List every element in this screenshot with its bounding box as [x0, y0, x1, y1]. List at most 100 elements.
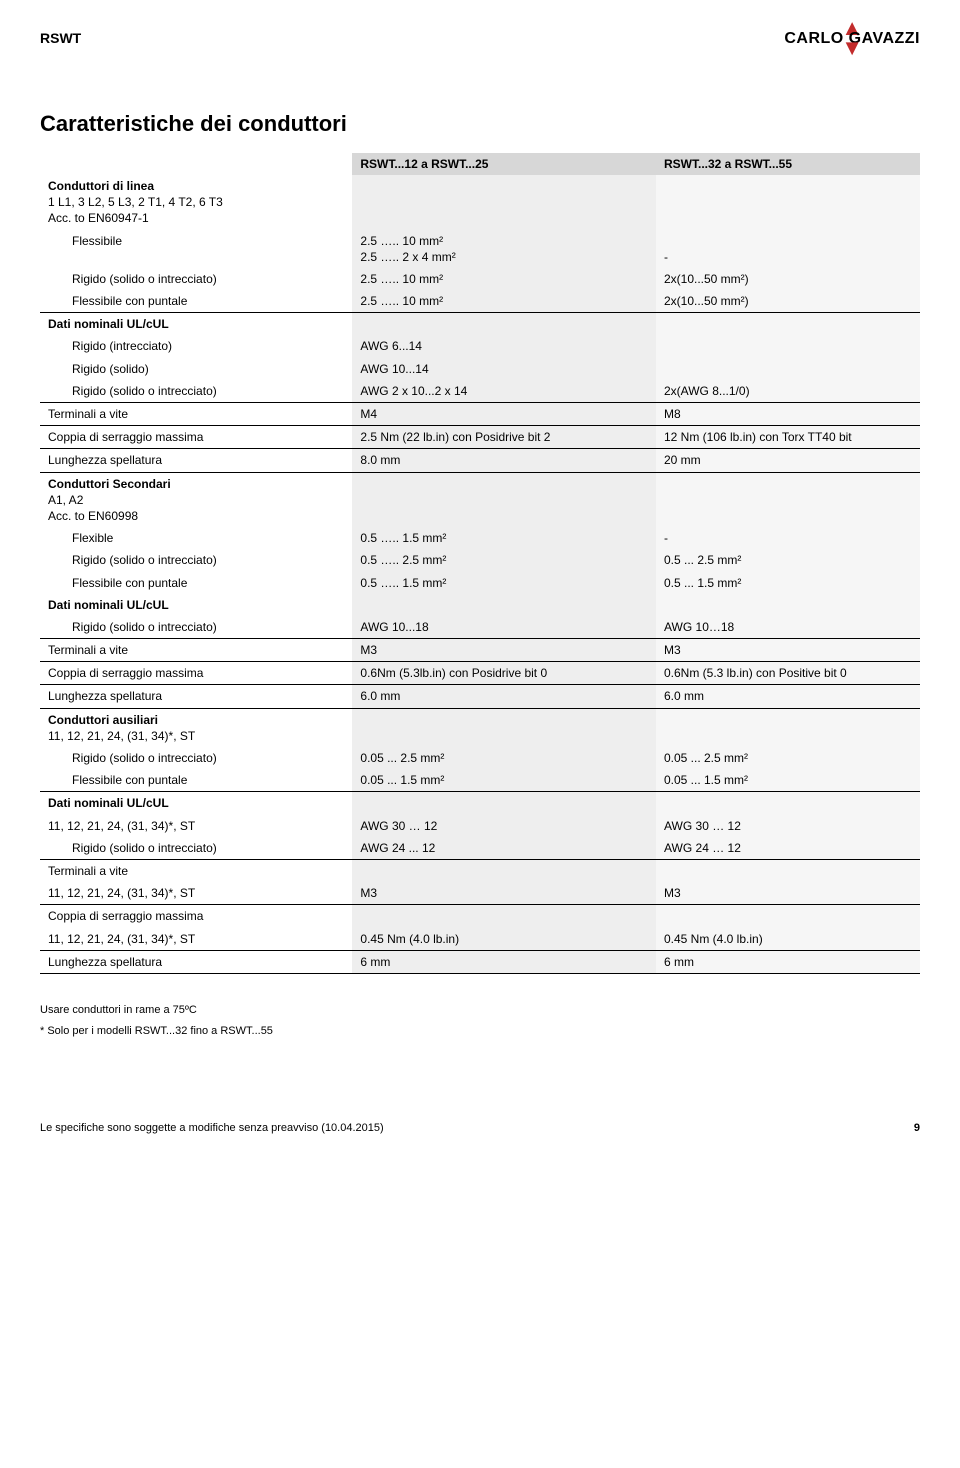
- cell-col-a: [352, 859, 656, 882]
- row-label: Dati nominali UL/cUL: [40, 594, 352, 616]
- cell-col-b: [656, 905, 920, 928]
- cell-col-b: 6.0 mm: [656, 685, 920, 708]
- row-label: Terminali a vite: [40, 639, 352, 662]
- table-row: Coppia di serraggio massima0.6Nm (5.3lb.…: [40, 662, 920, 685]
- section-title: Caratteristiche dei conduttori: [40, 111, 920, 137]
- cell-col-a: 0.5 ….. 1.5 mm²: [352, 572, 656, 594]
- cell-col-a: [352, 594, 656, 616]
- cell-col-a: M3: [352, 882, 656, 905]
- table-row: Coppia di serraggio massima2.5 Nm (22 lb…: [40, 426, 920, 449]
- cell-col-a: 6 mm: [352, 950, 656, 973]
- table-row: Flessibile con puntale0.05 ... 1.5 mm²0.…: [40, 769, 920, 792]
- cell-col-b: [656, 792, 920, 815]
- cell-col-b: M3: [656, 882, 920, 905]
- footnote: * Solo per i modelli RSWT...32 fino a RS…: [40, 1021, 920, 1042]
- row-label: Rigido (solido o intrecciato): [40, 268, 352, 290]
- cell-col-b: 0.5 ... 1.5 mm²: [656, 572, 920, 594]
- table-row: 11, 12, 21, 24, (31, 34)*, STM3M3: [40, 882, 920, 905]
- table-row: Lunghezza spellatura6.0 mm6.0 mm: [40, 685, 920, 708]
- spec-table: RSWT...12 a RSWT...25 RSWT...32 a RSWT..…: [40, 153, 920, 974]
- row-label: Rigido (solido o intrecciato): [40, 549, 352, 571]
- table-row: Flessibile con puntale0.5 ….. 1.5 mm²0.5…: [40, 572, 920, 594]
- row-label: Rigido (solido): [40, 358, 352, 380]
- row-label: Lunghezza spellatura: [40, 449, 352, 472]
- table-row: Conduttori ausiliari11, 12, 21, 24, (31,…: [40, 708, 920, 747]
- table-row: Lunghezza spellatura8.0 mm20 mm: [40, 449, 920, 472]
- table-row: 11, 12, 21, 24, (31, 34)*, STAWG 30 … 12…: [40, 815, 920, 837]
- cell-col-b: [656, 335, 920, 357]
- table-header-col-a: RSWT...12 a RSWT...25: [352, 153, 656, 175]
- table-row: Dati nominali UL/cUL: [40, 594, 920, 616]
- row-label: Conduttori SecondariA1, A2Acc. to EN6099…: [40, 472, 352, 527]
- table-row: Rigido (solido o intrecciato)AWG 2 x 10.…: [40, 380, 920, 403]
- cell-col-a: [352, 905, 656, 928]
- cell-col-a: AWG 24 ... 12: [352, 837, 656, 860]
- table-row: Rigido (solido o intrecciato)0.05 ... 2.…: [40, 747, 920, 769]
- cell-col-b: 0.05 ... 1.5 mm²: [656, 769, 920, 792]
- page-footer: Le specifiche sono soggette a modifiche …: [40, 1122, 920, 1134]
- table-row: Flessibile con puntale2.5 ….. 10 mm²2x(1…: [40, 290, 920, 313]
- table-row: Lunghezza spellatura6 mm6 mm: [40, 950, 920, 973]
- row-label: Coppia di serraggio massima: [40, 426, 352, 449]
- cell-col-b: 6 mm: [656, 950, 920, 973]
- cell-col-b: M8: [656, 403, 920, 426]
- row-label: 11, 12, 21, 24, (31, 34)*, ST: [40, 815, 352, 837]
- cell-col-b: 0.45 Nm (4.0 lb.in): [656, 928, 920, 951]
- row-label: 11, 12, 21, 24, (31, 34)*, ST: [40, 882, 352, 905]
- footnotes: Usare conduttori in rame a 75ºC * Solo p…: [40, 1000, 920, 1042]
- row-label: Coppia di serraggio massima: [40, 905, 352, 928]
- logo-icon: ▼: [841, 46, 863, 50]
- cell-col-b: 2x(10...50 mm²): [656, 290, 920, 313]
- row-label: Flessibile con puntale: [40, 769, 352, 792]
- cell-col-a: M3: [352, 639, 656, 662]
- cell-col-a: 8.0 mm: [352, 449, 656, 472]
- cell-col-b: 0.6Nm (5.3 lb.in) con Positive bit 0: [656, 662, 920, 685]
- row-label: Flexible: [40, 527, 352, 549]
- cell-col-b: [656, 358, 920, 380]
- cell-col-a: 0.45 Nm (4.0 lb.in): [352, 928, 656, 951]
- cell-col-a: M4: [352, 403, 656, 426]
- cell-col-a: [352, 708, 656, 747]
- table-row: Rigido (solido o intrecciato)AWG 10...18…: [40, 616, 920, 639]
- brand-logo: ▲ CARLO GAVAZZI ▼: [784, 30, 920, 51]
- cell-col-a: AWG 30 … 12: [352, 815, 656, 837]
- cell-col-a: 2.5 ….. 10 mm²: [352, 268, 656, 290]
- cell-col-b: [656, 472, 920, 527]
- row-label: Terminali a vite: [40, 859, 352, 882]
- cell-col-a: [352, 472, 656, 527]
- table-row: Dati nominali UL/cUL: [40, 313, 920, 336]
- row-label: Dati nominali UL/cUL: [40, 313, 352, 336]
- table-row: Coppia di serraggio massima: [40, 905, 920, 928]
- row-label: Flessibile con puntale: [40, 290, 352, 313]
- cell-col-a: AWG 10...18: [352, 616, 656, 639]
- cell-col-b: -: [656, 527, 920, 549]
- row-label: Rigido (solido o intrecciato): [40, 837, 352, 860]
- cell-col-b: 2x(10...50 mm²): [656, 268, 920, 290]
- row-label: Conduttori di linea1 L1, 3 L2, 5 L3, 2 T…: [40, 175, 352, 230]
- table-row: Conduttori di linea1 L1, 3 L2, 5 L3, 2 T…: [40, 175, 920, 230]
- cell-col-a: 0.05 ... 2.5 mm²: [352, 747, 656, 769]
- cell-col-b: M3: [656, 639, 920, 662]
- cell-col-b: 2x(AWG 8...1/0): [656, 380, 920, 403]
- cell-col-a: [352, 792, 656, 815]
- cell-col-a: AWG 10...14: [352, 358, 656, 380]
- table-row: Conduttori SecondariA1, A2Acc. to EN6099…: [40, 472, 920, 527]
- cell-col-a: 6.0 mm: [352, 685, 656, 708]
- table-row: Rigido (solido)AWG 10...14: [40, 358, 920, 380]
- table-row: Terminali a vite: [40, 859, 920, 882]
- row-label: Rigido (solido o intrecciato): [40, 380, 352, 403]
- cell-col-b: [656, 175, 920, 230]
- row-label: Flessibile: [40, 230, 352, 268]
- cell-col-b: AWG 30 … 12: [656, 815, 920, 837]
- table-header-col-b: RSWT...32 a RSWT...55: [656, 153, 920, 175]
- row-label: Terminali a vite: [40, 403, 352, 426]
- row-label: Rigido (solido o intrecciato): [40, 747, 352, 769]
- cell-col-b: [656, 859, 920, 882]
- cell-col-b: AWG 24 … 12: [656, 837, 920, 860]
- cell-col-b: -: [656, 230, 920, 268]
- cell-col-a: 2.5 Nm (22 lb.in) con Posidrive bit 2: [352, 426, 656, 449]
- cell-col-b: 12 Nm (106 lb.in) con Torx TT40 bit: [656, 426, 920, 449]
- table-row: Terminali a viteM3M3: [40, 639, 920, 662]
- table-row: Rigido (solido o intrecciato)AWG 24 ... …: [40, 837, 920, 860]
- table-row: Dati nominali UL/cUL: [40, 792, 920, 815]
